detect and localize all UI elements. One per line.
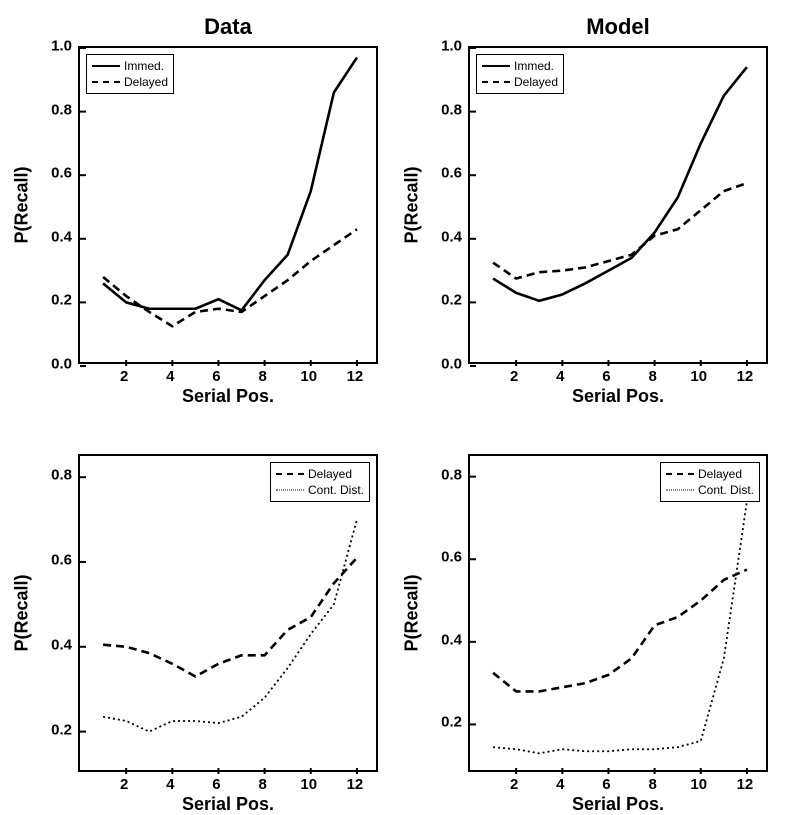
y-tick-label: 0.4: [422, 228, 462, 245]
x-tick-label: 8: [648, 776, 656, 793]
legend-row: Delayed: [482, 74, 558, 90]
series-line: [493, 570, 747, 692]
series-line: [103, 558, 357, 677]
y-tick-label: 0.2: [422, 714, 462, 731]
legend: Delayed Cont. Dist.: [270, 462, 370, 502]
x-tick-label: 12: [347, 368, 364, 385]
legend-label: Cont. Dist.: [698, 483, 754, 497]
x-tick-label: 10: [300, 776, 317, 793]
legend-label: Delayed: [514, 75, 558, 89]
y-tick-label: 1.0: [422, 38, 462, 55]
x-tick-label: 4: [166, 776, 174, 793]
x-tick-label: 6: [212, 776, 220, 793]
legend-label: Delayed: [698, 467, 742, 481]
y-tick-label: 0.6: [422, 165, 462, 182]
y-tick-label: 0.6: [32, 165, 72, 182]
y-tick-label: 0.2: [422, 292, 462, 309]
y-axis-label: P(Recall): [12, 574, 33, 651]
figure-root: Data Model 2 4 6 8 10 12 0.0 0.2 0.4 0.6 0.8 1.0 P(Rec…: [0, 0, 800, 811]
x-tick-label: 8: [258, 368, 266, 385]
x-tick-label: 12: [347, 776, 364, 793]
y-axis-label: P(Recall): [402, 574, 423, 651]
x-tick-label: 12: [737, 776, 754, 793]
column-title: Model: [468, 14, 768, 40]
legend-row: Immed.: [92, 58, 168, 74]
legend-swatch: [276, 467, 304, 481]
chart-svg: [80, 456, 376, 770]
y-axis-label: P(Recall): [402, 166, 423, 243]
x-axis-label: Serial Pos.: [468, 386, 768, 407]
y-tick-label: 0.8: [422, 466, 462, 483]
chart-svg: [80, 48, 376, 362]
legend-row: Cont. Dist.: [276, 482, 364, 498]
legend: Delayed Cont. Dist.: [660, 462, 760, 502]
y-tick-label: 0.6: [422, 549, 462, 566]
legend-swatch: [666, 483, 694, 497]
y-tick-label: 0.2: [32, 292, 72, 309]
x-tick-label: 10: [690, 776, 707, 793]
x-tick-label: 12: [737, 368, 754, 385]
y-tick-label: 0.8: [32, 467, 72, 484]
x-axis-label: Serial Pos.: [78, 386, 378, 407]
y-tick-label: 0.4: [422, 631, 462, 648]
x-tick-label: 2: [510, 368, 518, 385]
y-tick-label: 0.0: [422, 356, 462, 373]
x-axis-label: Serial Pos.: [78, 794, 378, 815]
legend-row: Immed.: [482, 58, 558, 74]
y-tick-label: 0.2: [32, 721, 72, 738]
x-tick-label: 10: [300, 368, 317, 385]
x-tick-label: 6: [602, 368, 610, 385]
x-tick-label: 2: [120, 368, 128, 385]
column-title: Data: [78, 14, 378, 40]
series-line: [103, 229, 357, 326]
series-line: [103, 520, 357, 732]
legend-label: Immed.: [514, 59, 554, 73]
legend-swatch: [92, 75, 120, 89]
x-tick-label: 8: [648, 368, 656, 385]
x-tick-label: 6: [212, 368, 220, 385]
x-tick-label: 4: [556, 368, 564, 385]
legend-label: Cont. Dist.: [308, 483, 364, 497]
y-axis-label: P(Recall): [12, 166, 33, 243]
legend-swatch: [666, 467, 694, 481]
chart-svg: [470, 48, 766, 362]
legend: Immed. Delayed: [86, 54, 174, 94]
y-tick-label: 0.8: [422, 101, 462, 118]
legend-label: Delayed: [124, 75, 168, 89]
y-tick-label: 0.8: [32, 101, 72, 118]
y-tick-label: 0.4: [32, 636, 72, 653]
legend-row: Delayed: [92, 74, 168, 90]
x-tick-label: 4: [166, 368, 174, 385]
series-line: [103, 58, 357, 311]
legend: Immed. Delayed: [476, 54, 564, 94]
series-line: [493, 67, 747, 301]
legend-row: Cont. Dist.: [666, 482, 754, 498]
x-tick-label: 2: [120, 776, 128, 793]
legend-swatch: [482, 59, 510, 73]
legend-row: Delayed: [666, 466, 754, 482]
y-tick-label: 0.6: [32, 552, 72, 569]
legend-label: Immed.: [124, 59, 164, 73]
y-tick-label: 0.0: [32, 356, 72, 373]
chart-svg: [470, 456, 766, 770]
legend-swatch: [92, 59, 120, 73]
y-tick-label: 1.0: [32, 38, 72, 55]
y-tick-label: 0.4: [32, 228, 72, 245]
legend-swatch: [276, 483, 304, 497]
x-tick-label: 8: [258, 776, 266, 793]
legend-row: Delayed: [276, 466, 364, 482]
legend-label: Delayed: [308, 467, 352, 481]
legend-swatch: [482, 75, 510, 89]
series-line: [493, 501, 747, 753]
x-tick-label: 6: [602, 776, 610, 793]
x-tick-label: 10: [690, 368, 707, 385]
x-axis-label: Serial Pos.: [468, 794, 768, 815]
x-tick-label: 4: [556, 776, 564, 793]
x-tick-label: 2: [510, 776, 518, 793]
